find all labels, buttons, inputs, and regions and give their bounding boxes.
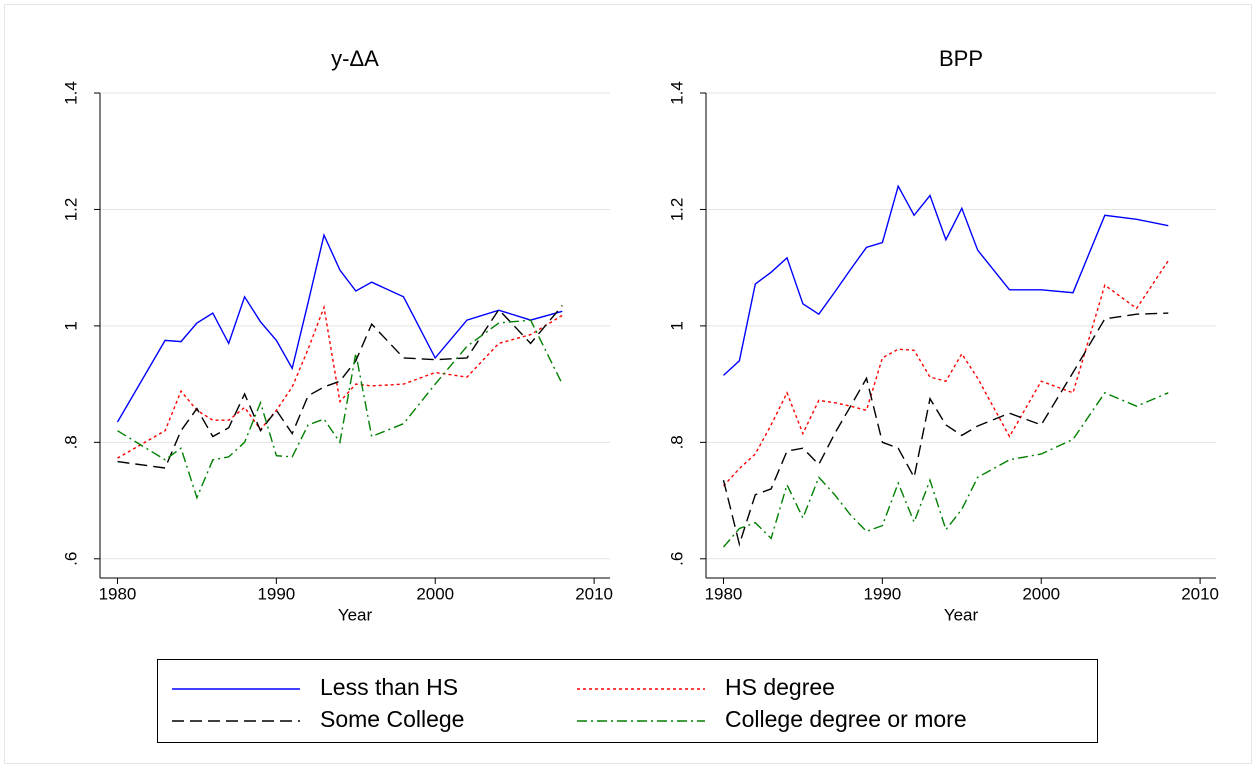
y-tick-label: .8: [61, 435, 80, 449]
y-tick-label: 1.2: [667, 198, 686, 222]
y-tick-label: .6: [61, 552, 80, 566]
series-line: [722, 312, 1169, 547]
legend-label: HS degree: [725, 674, 835, 700]
y-tick-label: 1: [61, 321, 80, 330]
chart-title: BPP: [939, 46, 983, 71]
y-tick-label: 1.4: [61, 81, 80, 105]
series-line: [722, 260, 1169, 487]
x-axis-title: Year: [338, 605, 373, 624]
y-tick-label: .6: [667, 552, 686, 566]
series-line: [116, 232, 563, 423]
series-line: [722, 391, 1169, 548]
x-tick-label: 2000: [1022, 584, 1060, 603]
legend-label: Some College: [320, 706, 464, 732]
y-tick-label: 1.2: [61, 198, 80, 222]
series-line: [117, 305, 563, 469]
frame: [4, 4, 1252, 764]
y-tick-label: 1.4: [667, 81, 686, 105]
legend-box: [157, 659, 1098, 743]
series-line: [117, 304, 563, 459]
y-tick-label: .8: [667, 435, 686, 449]
series-line: [117, 319, 563, 500]
y-tick-label: 1: [667, 321, 686, 330]
x-tick-label: 2010: [575, 584, 613, 603]
x-tick-label: 1990: [863, 584, 901, 603]
chart-title: y-ΔA: [331, 46, 379, 71]
x-tick-label: 2000: [416, 584, 454, 603]
x-tick-label: 1980: [99, 584, 137, 603]
legend-label: College degree or more: [725, 706, 967, 732]
series-line: [723, 184, 1169, 376]
x-axis-title: Year: [944, 605, 979, 624]
legend-label: Less than HS: [320, 674, 458, 700]
x-tick-label: 2010: [1181, 584, 1219, 603]
x-tick-label: 1990: [257, 584, 295, 603]
x-tick-label: 1980: [705, 584, 743, 603]
